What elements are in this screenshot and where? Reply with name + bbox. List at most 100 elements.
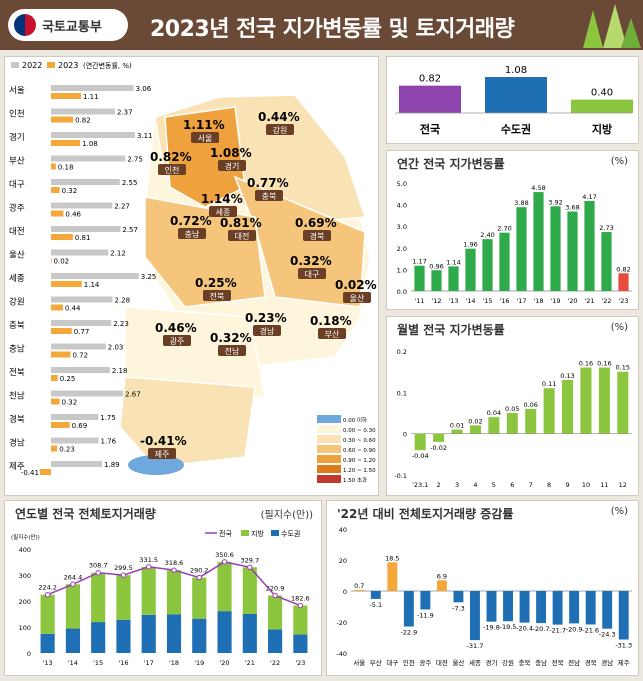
total-value: 290.2: [190, 567, 209, 575]
legend-2023-swatch: [47, 62, 55, 68]
bar: [420, 591, 431, 610]
x-tick-label: '16: [118, 659, 128, 667]
bar: [602, 591, 613, 629]
bar-2022-value: 2.57: [122, 226, 138, 234]
region-label: 경남: [9, 438, 25, 449]
bar-capital: [217, 611, 232, 653]
region-name-badge: [178, 228, 206, 239]
bar-2023-value: 0.02: [54, 258, 70, 266]
bar: [469, 425, 481, 434]
x-tick-label: '19: [194, 659, 204, 667]
y-tick-label: 0.0: [397, 288, 407, 296]
region-name-badge: [158, 164, 186, 175]
bar: [543, 388, 555, 434]
bar: [451, 429, 463, 434]
bar-value: -20.9: [566, 625, 583, 633]
y-tick-label: 200: [19, 598, 31, 606]
bar-value: 2.40: [480, 231, 494, 239]
bar-2022-value: 2.75: [127, 156, 143, 164]
x-tick-label: '19: [550, 297, 560, 305]
summary-label: 전국: [420, 122, 440, 136]
region-label: 세종: [9, 274, 25, 284]
bar-value: 0.01: [450, 422, 464, 430]
bar: [562, 379, 574, 434]
bar-2022: [51, 367, 110, 373]
bar: [598, 367, 610, 434]
x-tick-label: 12: [619, 481, 627, 489]
bar-2022-value: 3.06: [136, 85, 152, 93]
bar-2023-value: 0.44: [65, 305, 81, 313]
x-tick-label: 5: [492, 481, 496, 489]
y-tick-label: 0.2: [397, 348, 407, 356]
x-tick-label: 경남: [601, 658, 613, 667]
y-tick-label: 0: [343, 588, 347, 596]
x-tick-label: 4: [473, 481, 477, 489]
bar-value: 4.17: [582, 193, 596, 201]
legend-swatch: [317, 475, 341, 483]
total-value: 220.9: [266, 585, 285, 593]
annual-unit: (%): [610, 156, 628, 167]
total-value: 182.6: [291, 595, 310, 603]
x-tick-label: '17: [516, 297, 526, 305]
region-label: 대구: [9, 180, 25, 190]
bar-local: [40, 594, 55, 634]
bar-capital: [141, 614, 156, 653]
x-tick-label: 강원: [502, 658, 514, 667]
region-name-badge: [163, 335, 191, 346]
bar: [567, 211, 578, 291]
monthly-title: 월별 전국 지가변동률: [397, 323, 505, 337]
y-tick-label: 0.1: [397, 389, 407, 397]
bar-local: [65, 584, 80, 629]
x-tick-label: 9: [565, 481, 569, 489]
bar-2023: [51, 163, 56, 170]
region-name-1: 강원: [273, 125, 288, 135]
x-tick-label: 충남: [535, 658, 547, 667]
bar: [550, 206, 561, 291]
bar-2023-value: 0.23: [59, 446, 75, 454]
bar-2022: [51, 226, 121, 232]
trade-panel: 연도별 전국 전체토지거래량 (필지수(만)) (필지수(만)) 0 100 200 3…: [4, 500, 322, 676]
y-tick-label: 0: [403, 431, 407, 439]
bar-value: 0.96: [429, 262, 443, 270]
x-tick-label: '20: [220, 659, 230, 667]
region-name-badge: [218, 345, 246, 356]
bar-2022-value: 3.25: [141, 273, 157, 281]
region-value-3: 1.08%: [210, 146, 252, 160]
legend-capital-swatch: [271, 530, 279, 536]
y-tick-label: 400: [19, 546, 31, 554]
legend-local-swatch: [241, 530, 249, 536]
region-name-badge: [209, 206, 237, 217]
x-tick-label: 인천: [403, 658, 415, 667]
total-value: 264.4: [64, 573, 83, 581]
bar: [584, 200, 595, 291]
trade-title: 연도별 전국 전체토지거래량: [15, 507, 156, 521]
ministry-logo: 국토교통부: [8, 9, 128, 41]
legend-swatch: [317, 435, 341, 443]
summary-bar: [485, 77, 547, 113]
bar-value: -5.1: [369, 601, 382, 609]
bar: [486, 591, 497, 622]
bar-2022: [51, 155, 126, 162]
region-value-15: 0.32%: [210, 331, 252, 345]
bar: [552, 591, 563, 625]
bar-2023-value: 1.11: [83, 93, 99, 101]
bar-local: [217, 561, 232, 612]
region-name-badge: [303, 230, 331, 241]
bar: [354, 589, 365, 591]
x-tick-label: '15: [93, 659, 103, 667]
total-point: [95, 570, 101, 576]
total-value: 299.5: [114, 564, 133, 572]
region-name-badge: [218, 160, 246, 171]
bar-2022-value: 2.18: [112, 367, 128, 375]
bar: [519, 591, 530, 623]
y-tick-label: -0.1: [394, 472, 407, 480]
summary-label: 수도권: [501, 123, 531, 136]
bar: [499, 232, 510, 291]
region-label: 서울: [9, 86, 25, 96]
bar-2023: [51, 93, 81, 99]
bar-value: -19.8: [483, 624, 500, 632]
bar-value: 1.14: [446, 258, 460, 266]
total-point: [221, 559, 228, 565]
bar-2022: [51, 85, 134, 91]
bar-2023: [51, 257, 52, 264]
